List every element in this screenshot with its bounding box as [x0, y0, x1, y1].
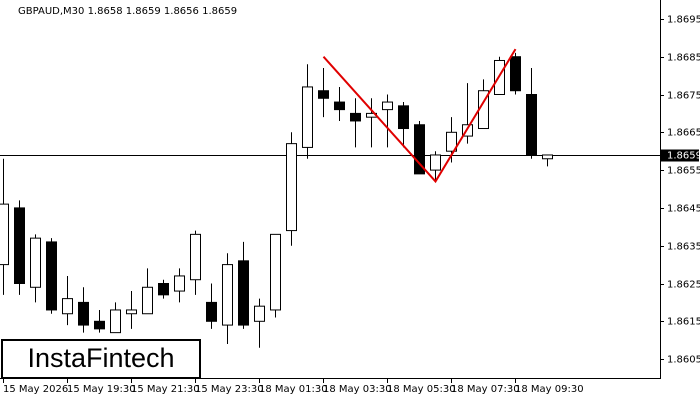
y-tick-label: 1.8605 — [667, 355, 700, 366]
watermark-box — [1, 339, 201, 379]
candle-body — [126, 309, 137, 315]
candle-body — [238, 260, 249, 326]
candle-body — [30, 237, 41, 288]
candle-body — [142, 286, 153, 315]
y-tick-label: 1.8635 — [667, 242, 700, 253]
y-tick-label: 1.8685 — [667, 53, 700, 64]
candle-body — [222, 264, 233, 326]
candle-body — [350, 112, 361, 122]
candle-body — [254, 305, 265, 322]
candle-body — [510, 56, 521, 92]
watermark: InstaFintech — [27, 343, 174, 373]
candle-body — [382, 101, 393, 111]
y-tick-label: 1.8625 — [667, 280, 700, 291]
candle-body — [302, 86, 313, 148]
candle-body — [430, 154, 441, 171]
current-price-label: 1.8659 — [667, 151, 700, 162]
candle-body — [174, 275, 185, 292]
candle-body — [14, 207, 25, 284]
candle-body — [110, 309, 121, 334]
candle-body — [158, 283, 169, 296]
x-tick-label: 15 May 23:30 — [195, 384, 264, 395]
candle-body — [94, 320, 105, 330]
chart-title: GBPAUD,M30 1.8658 1.8659 1.8656 1.8659 — [18, 6, 237, 17]
candle-body — [78, 301, 89, 326]
candle-body — [318, 90, 329, 99]
y-tick-label: 1.8695 — [667, 15, 700, 26]
candle-body — [270, 233, 281, 311]
plot — [0, 48, 660, 348]
x-tick-label: 15 May 21:30 — [131, 384, 200, 395]
x-tick-label: 18 May 05:30 — [387, 384, 456, 395]
y-tick-label: 1.8645 — [667, 204, 700, 215]
candle-body — [526, 94, 537, 156]
y-tick-label: 1.8655 — [667, 166, 700, 177]
candle-body — [0, 203, 9, 266]
x-tick-label: 18 May 07:30 — [451, 384, 520, 395]
candle-body — [414, 124, 425, 175]
x-tick-label: 15 May 19:30 — [67, 384, 136, 395]
candle-body — [46, 241, 57, 311]
candle-body — [446, 131, 457, 152]
candle-body — [206, 301, 217, 322]
x-tick-label: 18 May 01:30 — [259, 384, 328, 395]
current-price-box — [661, 149, 699, 162]
candle-body — [334, 101, 345, 111]
candle-body — [62, 298, 73, 315]
y-tick-label: 1.8665 — [667, 128, 700, 139]
candle-body — [398, 105, 409, 130]
candle-body — [286, 143, 297, 232]
x-tick-label: 18 May 03:30 — [323, 384, 392, 395]
x-tick-label: 15 May 2026 — [3, 384, 68, 395]
pattern-line — [322, 48, 517, 184]
candle-body — [190, 233, 201, 281]
y-tick-label: 1.8615 — [667, 317, 700, 328]
candle-body — [542, 154, 553, 160]
y-tick-label: 1.8675 — [667, 91, 700, 102]
x-tick-label: 18 May 09:30 — [515, 384, 584, 395]
